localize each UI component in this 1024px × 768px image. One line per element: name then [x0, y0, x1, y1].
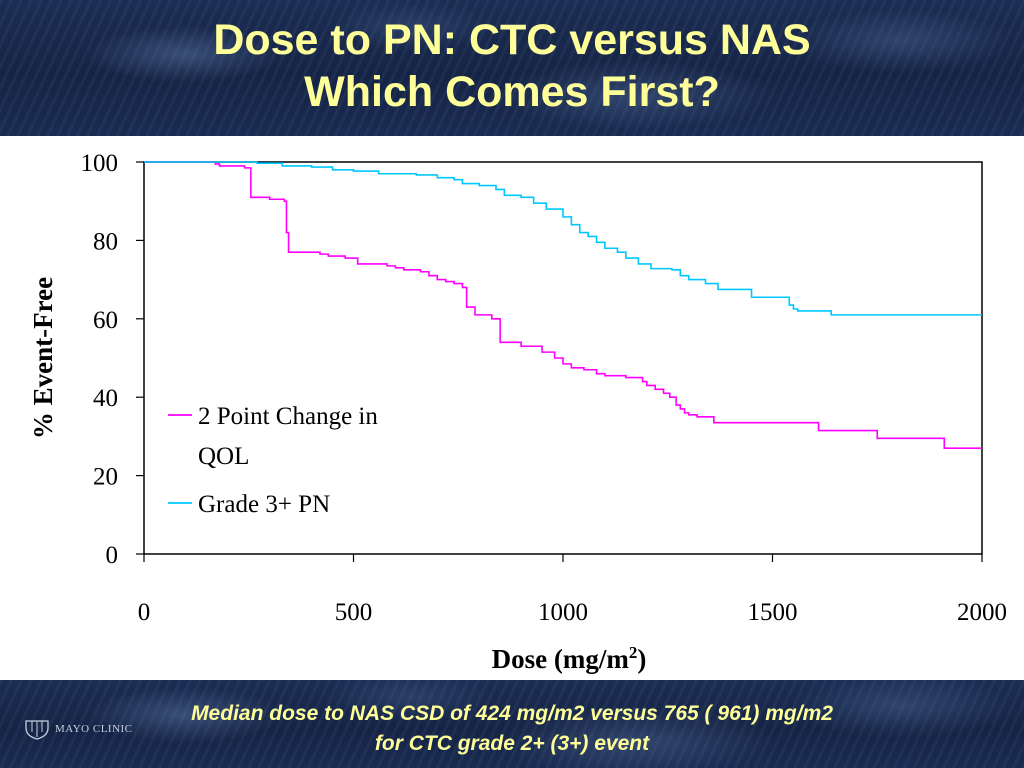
x-tick-label: 1500: [748, 599, 798, 626]
x-tick-label: 2000: [957, 599, 1007, 626]
y-tick-label: 100: [81, 150, 119, 177]
footer-note: Median dose to NAS CSD of 424 mg/m2 vers…: [0, 699, 1024, 759]
slide-title-line-1: Dose to PN: CTC versus NAS: [213, 16, 811, 64]
y-tick-label: 0: [106, 542, 119, 569]
logo-text: MAYO CLINIC: [55, 723, 133, 735]
x-axis-label: Dose (mg/m2): [492, 643, 647, 674]
legend-label-continued: QOL: [198, 443, 249, 470]
x-tick-label: 500: [335, 599, 373, 626]
mayo-logo: MAYO CLINIC: [24, 718, 133, 740]
slide-title: Dose to PN: CTC versus NAS Which Comes F…: [0, 14, 1024, 118]
y-tick-label: 80: [93, 228, 118, 255]
footer-line-2: for CTC grade 2+ (3+) event: [374, 732, 650, 755]
mayo-shield-icon: [25, 720, 49, 740]
footer-band: [0, 680, 1024, 768]
title-band: [0, 0, 1024, 136]
legend-label: 2 Point Change in: [198, 403, 378, 430]
y-axis-label: % Event-Free: [28, 277, 58, 439]
slide-title-line-2: Which Comes First?: [304, 68, 720, 116]
footer-line-1: Median dose to NAS CSD of 424 mg/m2 vers…: [191, 702, 833, 725]
series-line-pn: [144, 161, 982, 316]
x-tick-label: 0: [138, 599, 151, 626]
y-tick-label: 60: [93, 307, 118, 334]
y-tick-label: 20: [93, 464, 118, 491]
y-tick-label: 40: [93, 385, 118, 412]
legend-label: Grade 3+ PN: [198, 491, 330, 518]
series-line-qol: [144, 161, 982, 449]
x-tick-label: 1000: [538, 599, 588, 626]
